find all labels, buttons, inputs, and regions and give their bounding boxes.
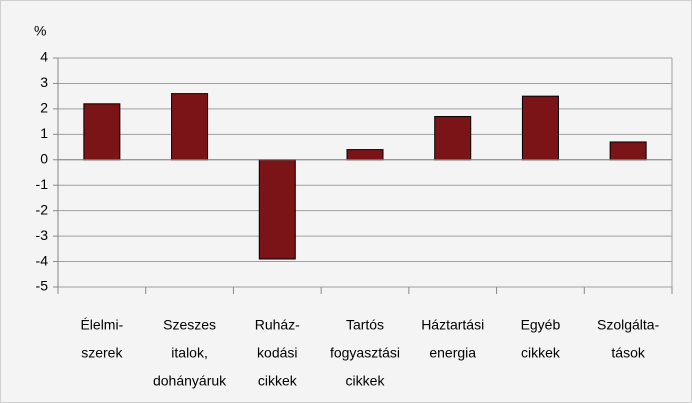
y-tick-label: 1 bbox=[40, 125, 48, 141]
x-tick-label: szerek bbox=[81, 345, 123, 361]
bar bbox=[609, 141, 647, 161]
x-tick-label: Ruház- bbox=[255, 317, 300, 333]
y-tick-label: -4 bbox=[36, 252, 49, 268]
bar bbox=[434, 116, 472, 161]
x-tick-label: Élelmi- bbox=[80, 317, 123, 333]
x-tick-label: cikkek bbox=[346, 373, 386, 389]
bar bbox=[171, 93, 209, 161]
bar bbox=[521, 95, 559, 161]
x-tick-label: Háztartási bbox=[421, 317, 484, 333]
y-tick-label: 3 bbox=[40, 74, 48, 90]
bar bbox=[346, 149, 384, 161]
y-tick-label: 0 bbox=[40, 150, 48, 166]
y-tick-label: 4 bbox=[40, 49, 48, 65]
bar bbox=[83, 103, 121, 161]
x-tick-label: cikkek bbox=[521, 345, 561, 361]
x-tick-label: italok, bbox=[171, 345, 208, 361]
x-tick-label: cikkek bbox=[258, 373, 298, 389]
x-tick-label: kodási bbox=[257, 345, 297, 361]
x-tick-label: dohányáruk bbox=[153, 373, 227, 389]
y-tick-label: -5 bbox=[36, 278, 49, 294]
x-tick-label: fogyasztási bbox=[330, 345, 400, 361]
bar bbox=[258, 159, 296, 260]
x-tick-label: Tartós bbox=[346, 317, 384, 333]
x-tick-label: Szolgálta- bbox=[597, 317, 660, 333]
y-tick-label: -3 bbox=[36, 227, 49, 243]
x-tick-label: Szeszes bbox=[163, 317, 216, 333]
y-tick-label: 2 bbox=[40, 100, 48, 116]
x-tick-label: Egyéb bbox=[521, 317, 561, 333]
y-tick-label: -1 bbox=[36, 176, 49, 192]
x-tick-label: energia bbox=[429, 345, 476, 361]
x-tick-label: tások bbox=[611, 345, 645, 361]
y-axis-label: % bbox=[34, 23, 46, 39]
y-tick-label: -2 bbox=[36, 201, 49, 217]
